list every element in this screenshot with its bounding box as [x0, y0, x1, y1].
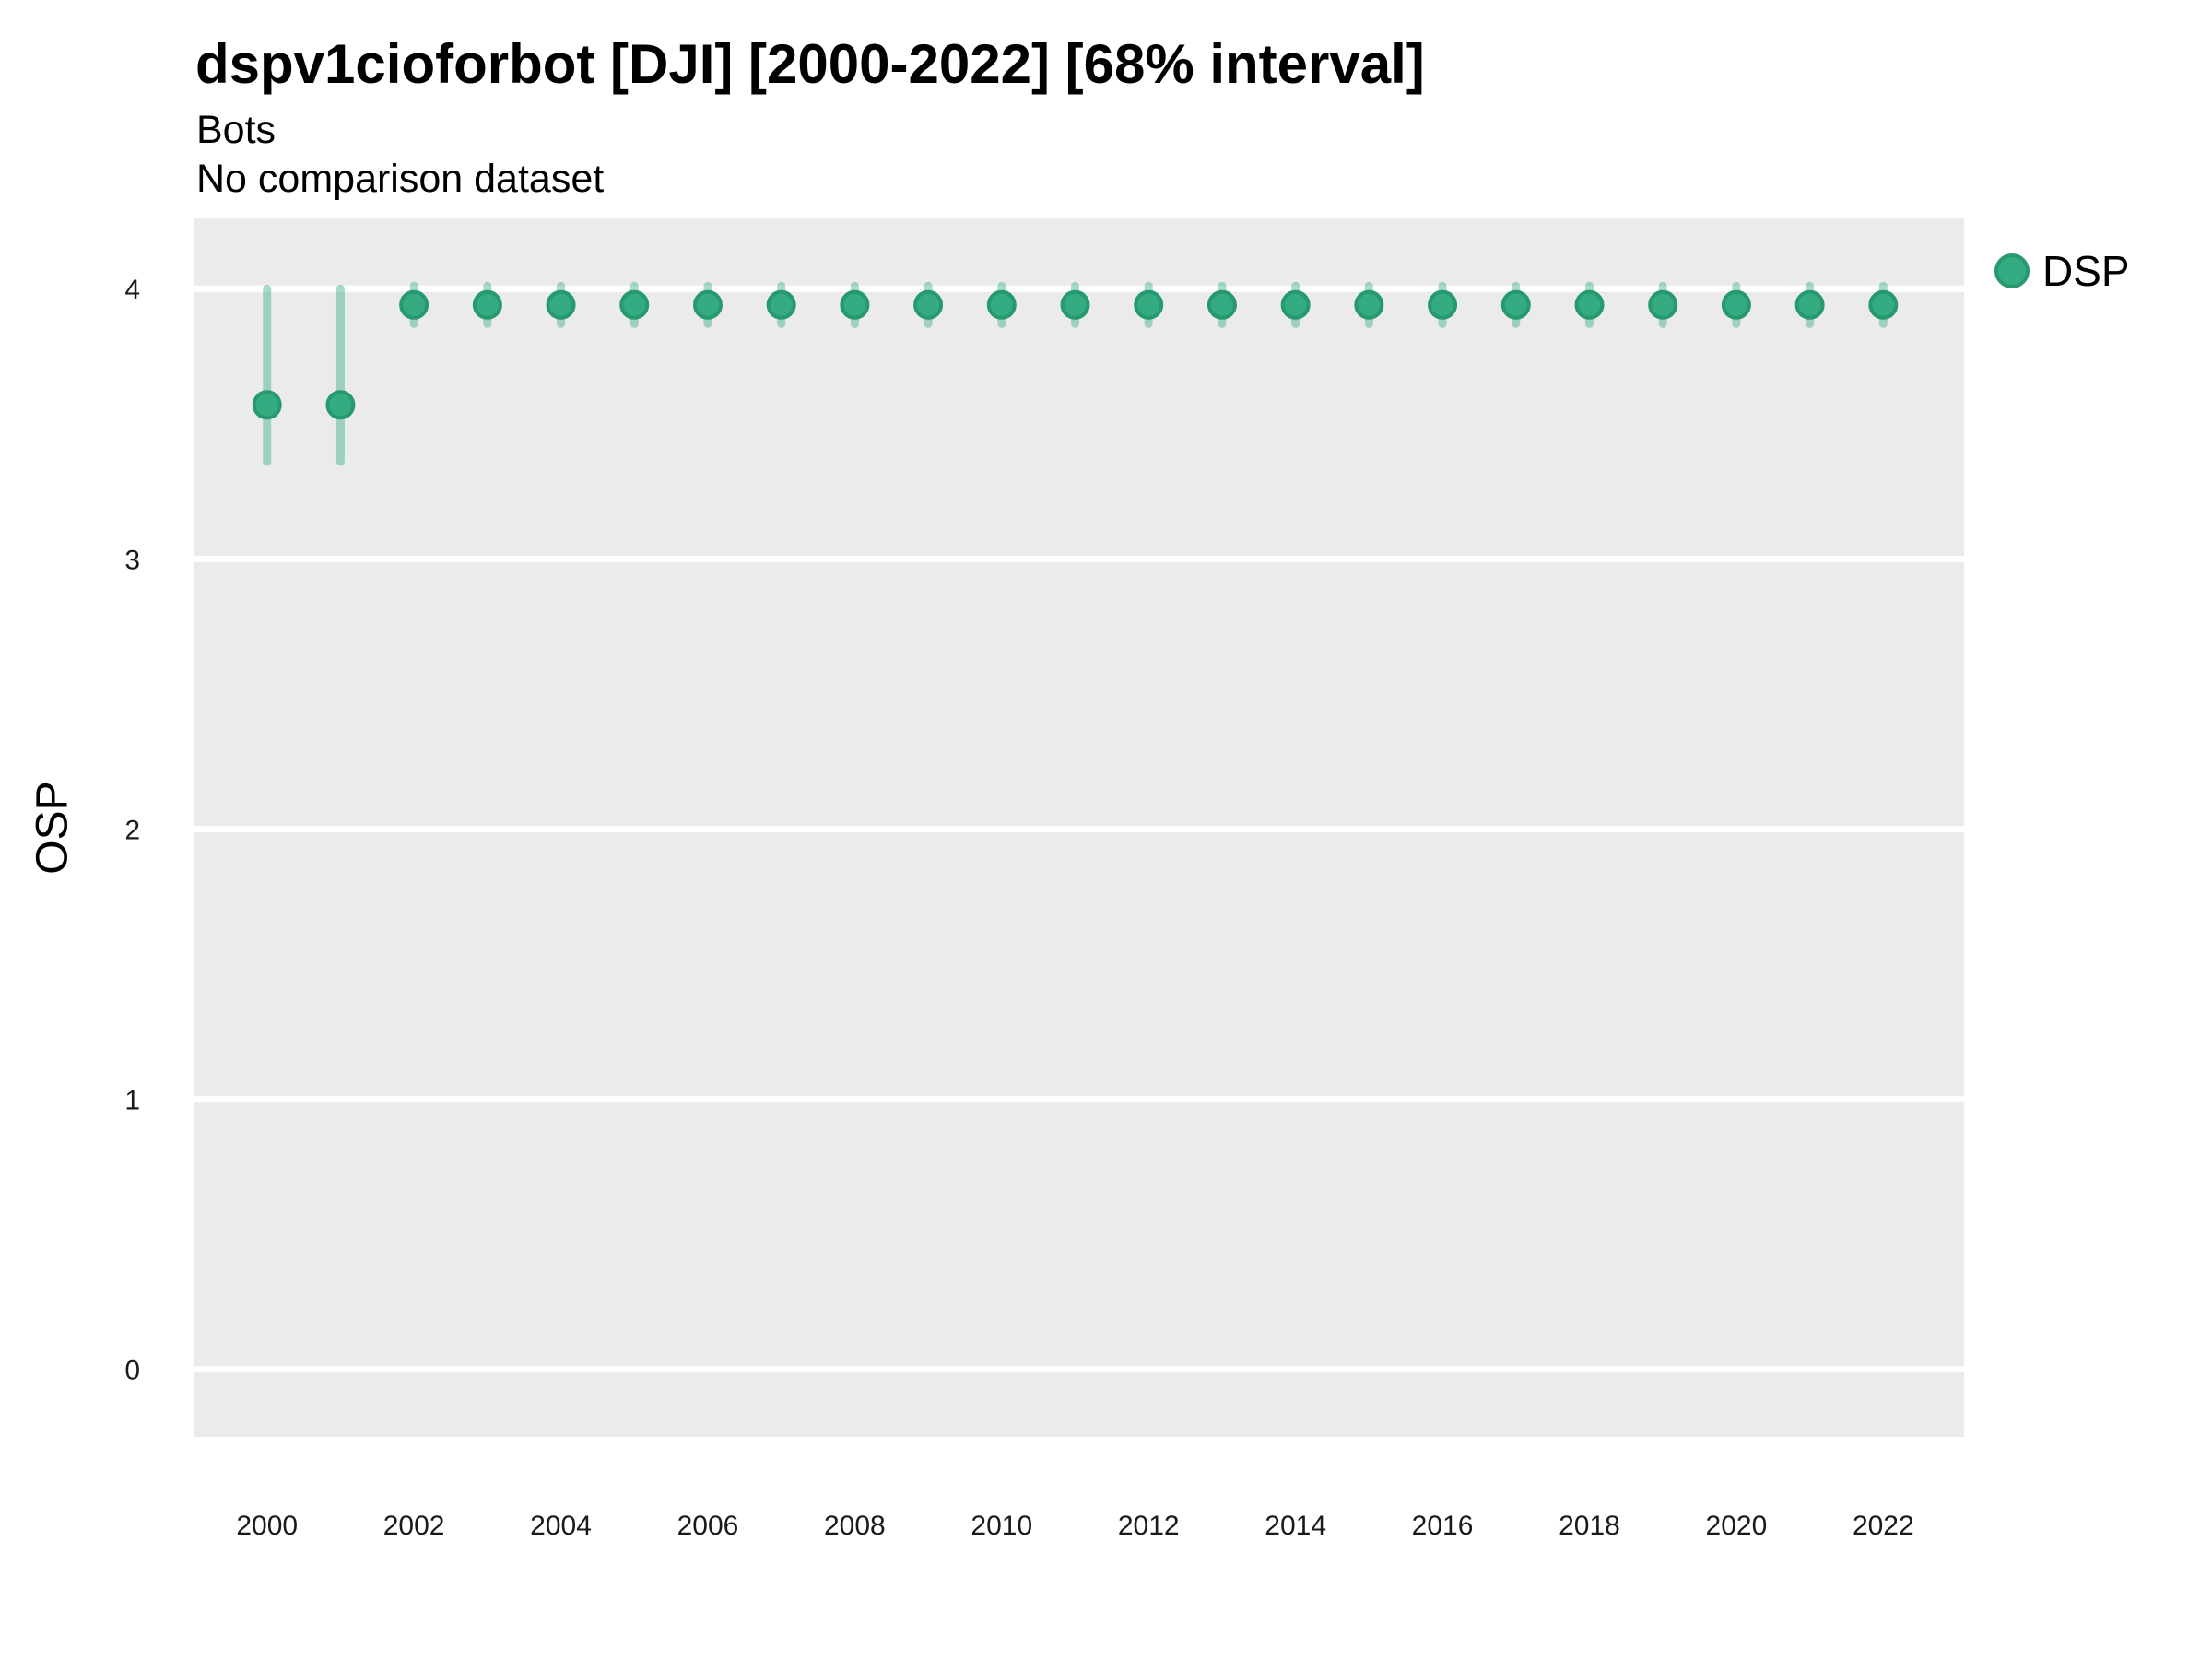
chart-subtitle-line2: No comparison dataset	[196, 157, 605, 201]
x-tick-label: 2018	[1559, 1511, 1620, 1541]
data-point	[1648, 289, 1678, 320]
legend-marker-icon	[1994, 253, 2030, 288]
data-point	[325, 390, 356, 420]
data-point	[1574, 289, 1605, 320]
data-point	[619, 289, 650, 320]
x-tick-label: 2012	[1118, 1511, 1180, 1541]
x-tick-label: 2000	[236, 1511, 298, 1541]
chart-title: dspv1cioforbot [DJI] [2000-2022] [68% in…	[195, 33, 1425, 95]
data-point	[1134, 289, 1164, 320]
data-point	[472, 289, 502, 320]
data-point	[913, 289, 944, 320]
data-point	[1280, 289, 1311, 320]
data-point	[1721, 289, 1751, 320]
y-axis-title: OSP	[28, 781, 77, 875]
data-point	[546, 289, 576, 320]
data-point	[692, 289, 723, 320]
y-tick-label: 0	[124, 1356, 140, 1386]
data-point	[1500, 289, 1531, 320]
data-point	[252, 390, 282, 420]
x-tick-label: 2006	[677, 1511, 739, 1541]
x-tick-label: 2022	[1853, 1511, 1914, 1541]
y-tick-label: 3	[124, 545, 140, 575]
x-tick-label: 2008	[824, 1511, 886, 1541]
x-tick-label: 2010	[971, 1511, 1032, 1541]
data-point	[1794, 289, 1825, 320]
data-point	[766, 289, 796, 320]
data-point	[1354, 289, 1384, 320]
data-point	[986, 289, 1017, 320]
legend: DSP	[1994, 250, 2130, 292]
data-point	[1060, 289, 1090, 320]
data-point	[1206, 289, 1237, 320]
x-tick-label: 2002	[383, 1511, 445, 1541]
x-tick-label: 2016	[1412, 1511, 1474, 1541]
chart-subtitle-line1: Bots	[196, 108, 276, 152]
data-point	[1428, 289, 1458, 320]
data-point	[1868, 289, 1899, 320]
x-tick-label: 2004	[530, 1511, 592, 1541]
legend-label: DSP	[2042, 247, 2130, 295]
data-point	[399, 289, 429, 320]
y-tick-label: 4	[124, 275, 140, 305]
x-tick-label: 2020	[1706, 1511, 1768, 1541]
x-tick-label: 2014	[1265, 1511, 1326, 1541]
data-point	[840, 289, 870, 320]
y-tick-label: 2	[124, 815, 140, 845]
y-tick-label: 1	[124, 1086, 140, 1116]
